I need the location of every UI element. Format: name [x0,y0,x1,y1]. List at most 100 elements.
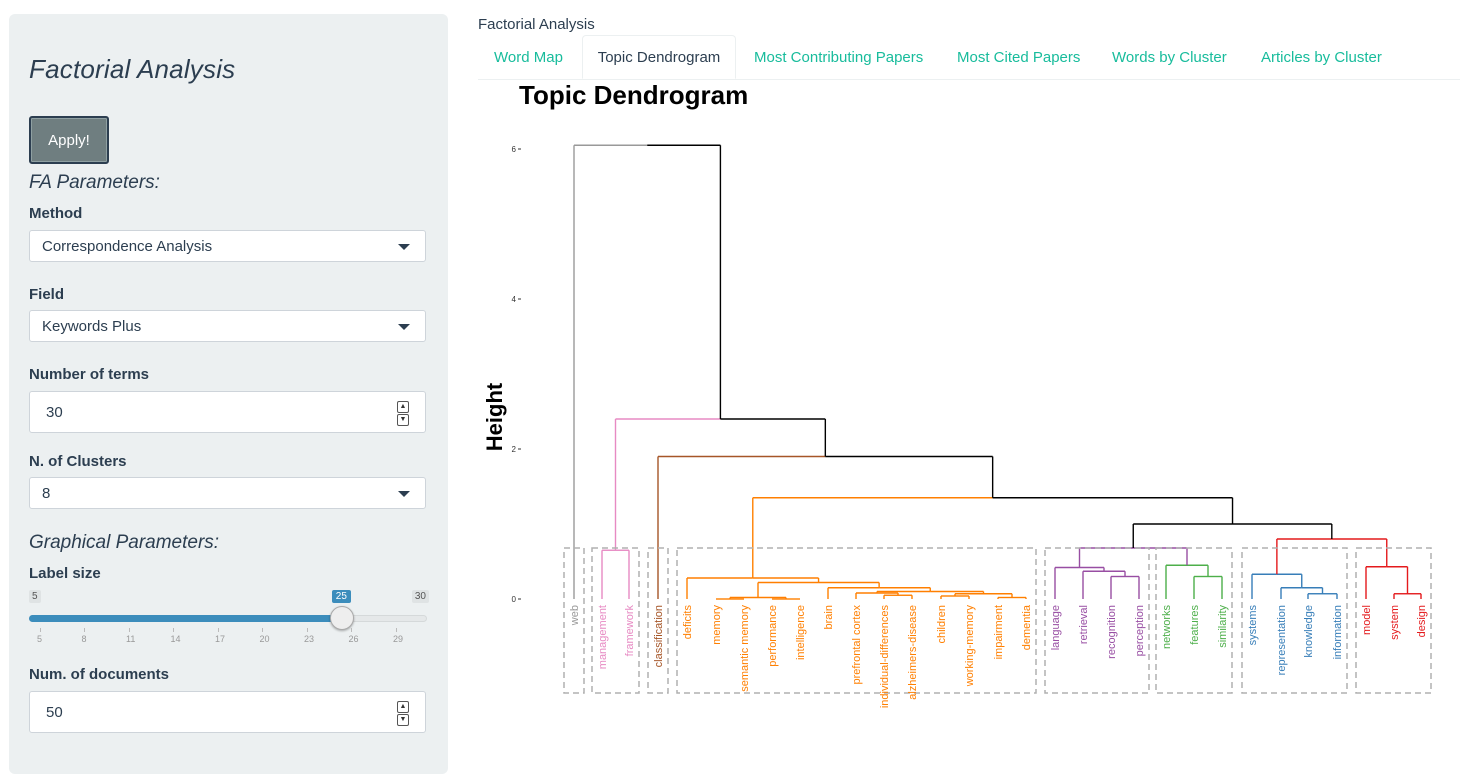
leaf-label: individual-differences [879,605,891,709]
label-size-slider[interactable]: 5 30 25 5 8 11 14 17 20 23 26 29 [29,588,429,648]
num-terms-label: Number of terms [29,366,150,383]
spin-up-icon[interactable]: ▲ [397,701,409,713]
leaf-label: knowledge [1303,605,1315,658]
cluster-box [563,547,585,694]
leaf-label: dementia [1021,604,1033,650]
num-docs-label: Num. of documents [29,666,170,683]
cluster-box [1044,547,1150,694]
leaf-label: model [1361,605,1373,635]
field-label: Field [29,286,65,303]
slider-tick [84,628,86,632]
leaf-label: information [1332,605,1344,659]
slider-tick [351,628,353,632]
method-select[interactable]: Correspondence Analysis [29,230,426,262]
leaf-label: semantic memory [739,605,751,692]
sidebar-panel: Factorial Analysis Apply! FA Parameters:… [9,14,448,774]
slider-grid-label: 5 [37,634,43,644]
tab-most-contributing-papers[interactable]: Most Contributing Papers [754,48,924,66]
slider-tick [40,628,41,632]
leaf-label: representation [1276,605,1288,675]
slider-max: 30 [411,590,429,603]
cluster-box [1241,547,1348,694]
slider-tick [217,628,219,632]
slider-grid-label: 26 [348,634,359,644]
leaf-label: classification [653,605,665,667]
slider-tick [128,628,130,632]
leaf-label: alzheimers-disease [907,605,919,700]
leaf-label: memory [711,605,723,645]
main-caption: Factorial Analysis [478,16,595,33]
leaf-label: system [1389,605,1401,640]
slider-fill [29,615,341,622]
leaf-label: design [1416,605,1428,637]
slider-grid-label: 23 [303,634,314,644]
tab-word-map[interactable]: Word Map [494,48,563,66]
num-terms-spinner[interactable]: ▲ ▼ [397,401,409,426]
slider-grid-label: 17 [214,634,225,644]
num-docs-spinner[interactable]: ▲ ▼ [397,701,409,726]
clusters-value: 8 [42,484,51,502]
leaf-label: framework [624,605,636,657]
leaf-label: web [569,605,581,626]
clusters-select[interactable]: 8 [29,477,426,509]
slider-grid-label: 20 [259,634,270,644]
field-select[interactable]: Keywords Plus [29,310,426,342]
cluster-box [676,547,1037,694]
chevron-down-icon [398,244,410,250]
leaf-label: networks [1161,605,1173,650]
sidebar-title: Factorial Analysis [29,54,236,84]
num-terms-value: 30 [46,403,63,421]
leaf-label: brain [823,605,835,629]
tab-words-by-cluster[interactable]: Words by Cluster [1112,48,1227,66]
leaf-label: perception [1134,605,1146,656]
slider-grid-label: 29 [392,634,403,644]
leaf-label: retrieval [1078,605,1090,644]
spin-up-icon[interactable]: ▲ [397,401,409,413]
leaf-label: impairment [993,605,1005,659]
num-terms-input[interactable]: 30 ▲ ▼ [29,391,426,433]
method-label: Method [29,205,83,222]
dendrogram-svg: 0 2 4 6 Height web management framework classifi… [482,144,1432,709]
y-axis-label: Height [482,382,507,451]
leaf-label: deficits [682,605,694,640]
num-docs-input[interactable]: 50 ▲ ▼ [29,691,426,733]
tab-articles-by-cluster[interactable]: Articles by Cluster [1261,48,1382,66]
cluster-box [647,547,669,694]
leaf-label: performance [767,605,779,667]
leaf-label: working-memory [964,605,976,688]
slider-min: 5 [29,590,41,603]
apply-button[interactable]: Apply! [29,116,109,164]
label-size-label: Label size [29,565,101,582]
y-tick-label: 6 [512,145,517,154]
chevron-down-icon [398,491,410,497]
spin-down-icon[interactable]: ▼ [397,414,409,426]
leaf-label: language [1050,605,1062,650]
clusters-label: N. of Clusters [29,453,127,470]
slider-tick [262,628,264,632]
plot-title: Topic Dendrogram [519,80,749,110]
tab-most-cited-papers[interactable]: Most Cited Papers [957,48,1081,66]
graphical-parameters-heading: Graphical Parameters: [29,532,220,553]
leaf-label: prefrontal cortex [851,605,863,685]
slider-grid-label: 8 [81,634,87,644]
chevron-down-icon [398,324,410,330]
tab-topic-dendrogram[interactable]: Topic Dendrogram [582,35,736,79]
leaf-label: recognition [1106,605,1118,659]
slider-handle[interactable] [329,606,354,630]
y-tick-label: 0 [512,595,517,604]
slider-tick [395,628,397,632]
fa-parameters-heading: FA Parameters: [29,172,160,193]
num-docs-value: 50 [46,703,63,721]
slider-tick [173,628,175,632]
leaf-label: management [597,605,609,669]
leaf-label: features [1189,605,1201,645]
field-value: Keywords Plus [42,317,142,335]
spin-down-icon[interactable]: ▼ [397,714,409,726]
slider-tick [306,628,308,632]
leaf-label: children [936,605,948,644]
method-value: Correspondence Analysis [42,237,213,255]
leaf-label: similarity [1217,605,1229,648]
tab-bar: Word Map Topic Dendrogram Most Contribut… [478,35,1460,80]
y-tick-label: 4 [512,295,517,304]
cluster-box [591,547,640,694]
